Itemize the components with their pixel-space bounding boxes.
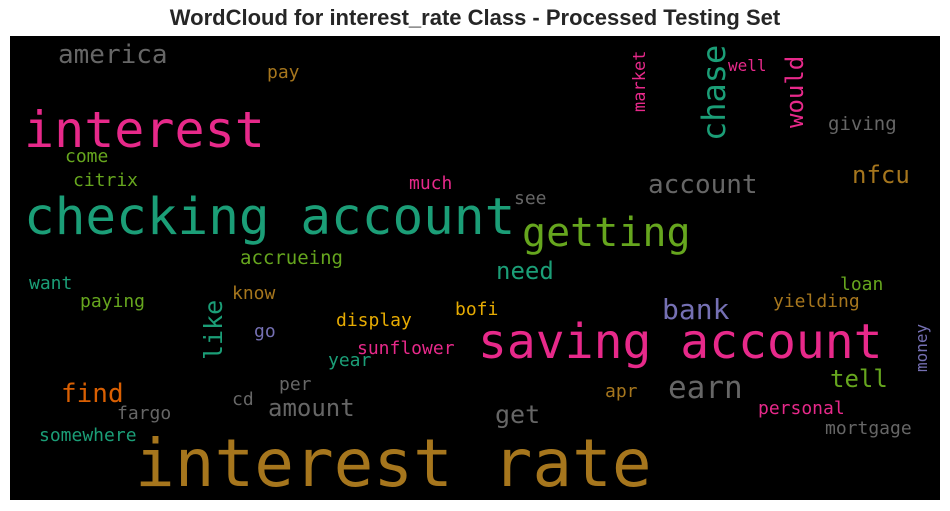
word-see: see <box>514 188 547 209</box>
word-tell: tell <box>830 365 888 393</box>
word-amount: amount <box>268 394 355 422</box>
wordcloud-svg: interest rate checking account saving acco… <box>24 40 931 500</box>
word-well: well <box>728 56 767 75</box>
word-saving-account: saving account <box>478 314 883 370</box>
word-somewhere: somewhere <box>39 425 137 446</box>
word-getting: getting <box>522 210 691 256</box>
word-much: much <box>409 173 452 194</box>
word-per: per <box>279 374 312 395</box>
word-go: go <box>254 321 276 342</box>
wordcloud-canvas: interest rate checking account saving acco… <box>10 36 940 500</box>
word-get: get <box>495 400 540 429</box>
word-sunflower: sunflower <box>357 338 455 359</box>
word-chase: chase <box>695 45 733 141</box>
word-need: need <box>496 257 554 285</box>
word-bank: bank <box>662 293 730 326</box>
word-personal: personal <box>758 398 845 419</box>
word-mortgage: mortgage <box>825 418 912 439</box>
word-fargo: fargo <box>117 403 171 424</box>
word-loan: loan <box>840 274 883 295</box>
word-yielding: yielding <box>773 291 860 312</box>
word-account: account <box>648 170 758 200</box>
word-bofi: bofi <box>455 299 498 320</box>
word-apr: apr <box>605 381 638 402</box>
chart-title: WordCloud for interest_rate Class - Proc… <box>169 5 781 30</box>
word-year: year <box>328 350 372 371</box>
word-cd: cd <box>232 389 254 410</box>
word-checking-account: checking account <box>24 188 515 247</box>
word-nfcu: nfcu <box>852 161 910 189</box>
word-interest: interest <box>24 101 265 159</box>
word-find: find <box>61 379 124 409</box>
word-interest-rate: interest rate <box>135 425 652 500</box>
word-citrix: citrix <box>73 170 138 191</box>
word-america: america <box>58 40 168 70</box>
word-market: market <box>630 51 650 112</box>
word-paying: paying <box>80 291 145 312</box>
word-earn: earn <box>668 370 743 406</box>
word-pay: pay <box>267 62 300 83</box>
word-display: display <box>336 310 412 331</box>
word-giving: giving <box>828 113 897 135</box>
word-like: like <box>199 300 228 360</box>
word-come: come <box>65 146 108 167</box>
word-would: would <box>781 56 809 128</box>
word-want: want <box>29 273 72 294</box>
word-know: know <box>232 283 276 304</box>
word-money: money <box>912 323 931 372</box>
word-accrueing: accrueing <box>240 247 343 269</box>
